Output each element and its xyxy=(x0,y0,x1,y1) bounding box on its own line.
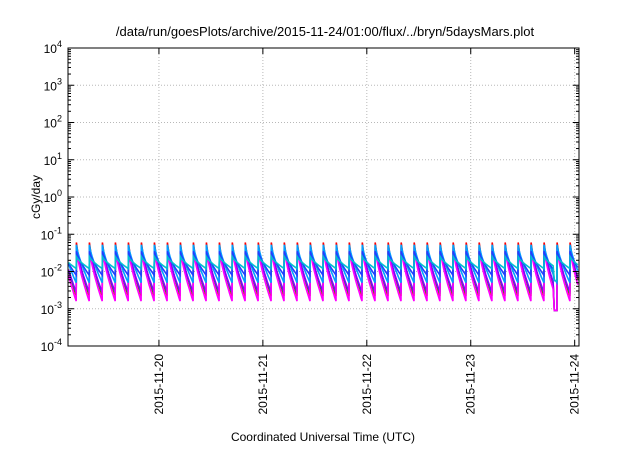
y-tick-label: 103 xyxy=(44,76,62,93)
chart-title: /data/run/goesPlots/archive/2015-11-24/0… xyxy=(116,24,535,39)
x-axis-label: Coordinated Universal Time (UTC) xyxy=(231,430,415,444)
y-tick-label: 10-2 xyxy=(41,263,62,280)
y-tick-label: 100 xyxy=(44,188,62,205)
x-tick-label: 2015-11-20 xyxy=(152,354,166,415)
y-ticks: 10-4 10-3 10-2 10-1 100 101 102 103 104 xyxy=(41,39,579,354)
x-tick-label: 2015-11-22 xyxy=(360,354,374,415)
grid xyxy=(68,48,579,346)
y-tick-label: 10-3 xyxy=(41,300,62,317)
series-line xyxy=(67,253,579,282)
y-axis-label: cGy/day xyxy=(29,175,43,219)
y-tick-label: 101 xyxy=(44,151,62,168)
y-tick-label: 10-1 xyxy=(41,225,62,242)
x-ticks: 2015-11-20 2015-11-21 2015-11-22 2015-11-23… xyxy=(152,48,582,415)
x-tick-label: 2015-11-23 xyxy=(464,354,478,415)
y-tick-label: 10-4 xyxy=(41,337,62,354)
y-tick-label: 104 xyxy=(44,39,62,56)
x-tick-label: 2015-11-24 xyxy=(568,354,582,415)
y-tick-label: 102 xyxy=(44,114,62,131)
series-group xyxy=(67,242,579,312)
x-tick-label: 2015-11-21 xyxy=(256,354,270,415)
